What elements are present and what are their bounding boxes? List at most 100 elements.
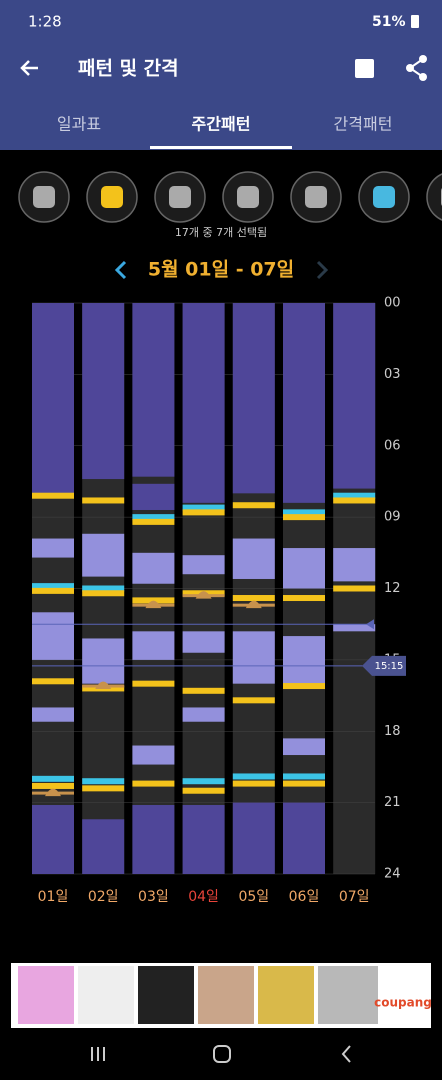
day-label: 05일	[238, 889, 269, 905]
feed-event	[32, 587, 74, 594]
back-button[interactable]	[20, 60, 38, 76]
poop-icon	[45, 788, 61, 797]
diaper-event	[32, 583, 74, 590]
diaper-event	[232, 773, 275, 780]
next-week[interactable]	[316, 260, 329, 280]
ad-image	[18, 966, 74, 1024]
nap-block	[132, 631, 175, 660]
feed-event	[132, 518, 175, 525]
selection-caption: 17개 중 7개 선택됨	[175, 226, 267, 239]
nap-block	[182, 631, 225, 653]
nap-block	[232, 538, 275, 579]
night-block	[182, 303, 225, 503]
poop-icon	[95, 681, 112, 690]
feed-event	[232, 697, 275, 704]
night-block	[32, 303, 74, 494]
nap-block	[232, 631, 275, 684]
icon-glyph	[305, 186, 327, 208]
diaper-event	[182, 504, 225, 511]
feed-event	[82, 590, 125, 597]
diaper-event	[82, 585, 125, 592]
icon-glyph	[237, 186, 259, 208]
share-button[interactable]	[406, 55, 427, 81]
night-block	[132, 805, 175, 874]
nav-recent[interactable]	[91, 1047, 105, 1061]
feed-event	[232, 502, 275, 509]
battery-icon	[411, 15, 419, 28]
poop-icon	[145, 600, 162, 609]
image-button[interactable]	[355, 59, 374, 78]
icon-glyph	[33, 186, 55, 208]
ad-brand: coupang	[374, 996, 432, 1010]
prev-week[interactable]	[114, 260, 127, 280]
feed-event	[182, 509, 225, 516]
y-tick-label: 03	[384, 367, 401, 382]
nap-block	[182, 555, 225, 575]
week-range: 5월 01일 - 07일	[148, 259, 294, 281]
header-title: 패턴 및 간격	[78, 58, 179, 80]
nap-block	[333, 548, 376, 582]
ad-image	[318, 966, 378, 1024]
diaper-event	[283, 773, 325, 780]
category-icon[interactable]	[426, 172, 442, 222]
diaper-event	[132, 514, 175, 521]
nap-block	[82, 533, 125, 577]
poop-icon	[195, 591, 212, 599]
feed-event	[232, 595, 275, 602]
feed-event	[82, 497, 125, 504]
feed-event	[283, 780, 325, 787]
tab[interactable]: 간격패턴	[334, 115, 393, 134]
ad-image	[138, 966, 194, 1024]
nap-block	[32, 707, 74, 722]
day-label: 06일	[289, 889, 320, 905]
nap-block	[283, 548, 325, 589]
icon-glyph	[101, 186, 123, 208]
feed-event	[333, 585, 376, 592]
nap-block	[182, 707, 225, 722]
diaper-event	[32, 775, 74, 782]
night-block	[132, 303, 175, 477]
icon-glyph	[373, 186, 395, 208]
y-tick-label: 18	[384, 724, 401, 739]
day-label: 07일	[339, 889, 370, 905]
tab[interactable]: 일과표	[57, 115, 101, 134]
nap-block	[82, 638, 125, 684]
feed-event	[333, 497, 376, 504]
nap-block	[283, 636, 325, 684]
night-block	[333, 303, 376, 489]
day-label: 04일	[188, 889, 219, 905]
night-block	[82, 303, 125, 480]
feed-event	[32, 782, 74, 789]
y-tick-label: 00	[384, 296, 401, 311]
nap-block	[132, 745, 175, 765]
feed-event	[283, 683, 325, 690]
status-battery: 51%	[372, 14, 406, 30]
feed-event	[283, 595, 325, 602]
night-block	[82, 819, 125, 874]
night-block	[132, 483, 175, 510]
ad-image	[258, 966, 314, 1024]
time-marker-tag	[362, 655, 406, 676]
time-marker-tip	[366, 619, 374, 630]
time-marker-label: 15:15	[375, 661, 404, 672]
nav-bar	[0, 1030, 442, 1080]
y-tick-label: 12	[384, 581, 401, 596]
nap-block	[32, 538, 74, 558]
nap-block	[132, 552, 175, 584]
icon-glyph	[169, 186, 191, 208]
nav-home[interactable]	[213, 1045, 231, 1063]
poop-icon	[245, 600, 262, 609]
diaper-event	[82, 778, 125, 785]
tab[interactable]: 주간패턴	[192, 115, 251, 134]
nav-back[interactable]	[341, 1045, 351, 1063]
night-block	[32, 805, 74, 874]
y-tick-label: 06	[384, 438, 401, 453]
status-time: 1:28	[28, 13, 62, 31]
feed-event	[232, 780, 275, 787]
feed-event	[32, 678, 74, 685]
night-block	[283, 303, 325, 503]
feed-event	[32, 492, 74, 499]
diaper-event	[333, 492, 376, 499]
